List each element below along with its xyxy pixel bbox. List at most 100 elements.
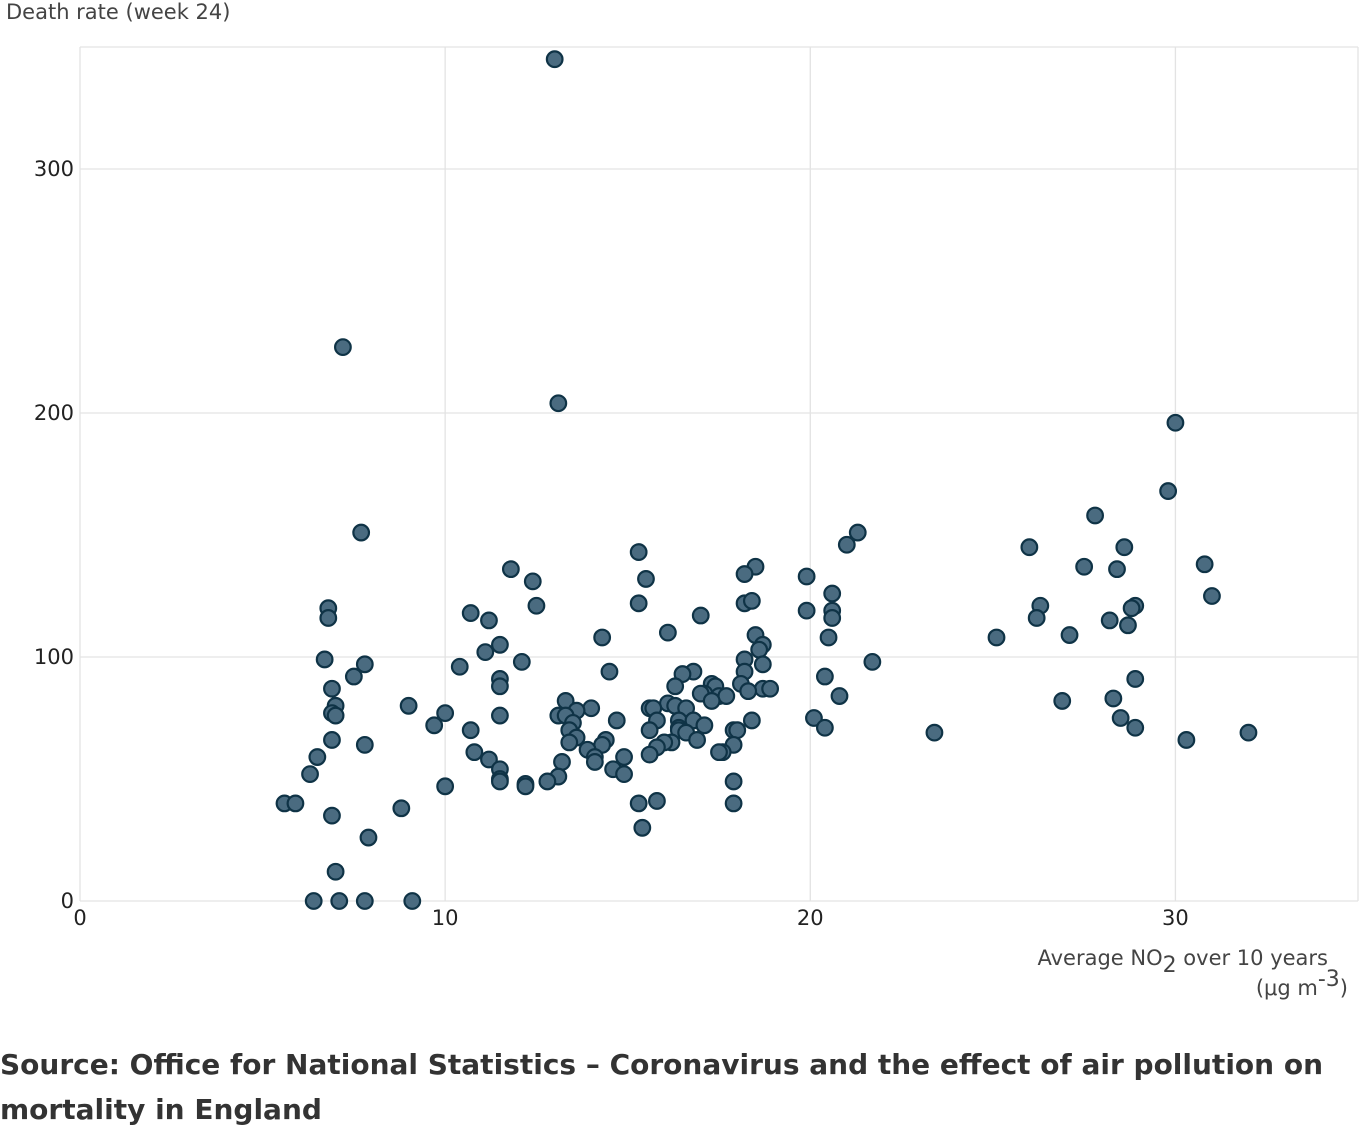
data-point (724, 772, 743, 791)
data-point (629, 594, 648, 613)
x-tick-label: 0 (73, 906, 86, 930)
data-point (392, 799, 411, 818)
data-point (797, 601, 816, 620)
data-point (352, 523, 371, 542)
data-point (523, 572, 542, 591)
data-point (615, 765, 633, 784)
data-point (461, 721, 480, 740)
data-point (1020, 538, 1039, 557)
data-point (728, 721, 747, 740)
data-point (666, 677, 685, 696)
data-point (710, 743, 728, 762)
data-point (491, 635, 509, 654)
data-point (344, 667, 363, 686)
data-point (1126, 718, 1145, 737)
data-point (582, 699, 601, 718)
data-point (1115, 538, 1134, 557)
data-point (549, 394, 568, 413)
data-point (717, 687, 736, 705)
x-tick-label: 20 (797, 906, 824, 930)
data-point (516, 777, 535, 796)
data-point (323, 806, 341, 825)
data-point (987, 628, 1006, 647)
x-tick-label: 10 (432, 906, 459, 930)
data-point (1060, 626, 1079, 644)
data-points (275, 50, 1258, 910)
data-point (334, 338, 352, 357)
y-tick-labels: 0 100 200 300 (34, 157, 74, 913)
x-axis-title-rest: over 10 years (1177, 946, 1328, 970)
y-tick-label: 100 (34, 645, 74, 669)
data-point (823, 609, 842, 627)
data-point (436, 704, 455, 723)
x-axis-unit-close: ) (1340, 976, 1348, 1000)
data-point (691, 606, 710, 625)
data-point (1111, 709, 1130, 727)
data-point (450, 657, 469, 676)
data-point (797, 567, 816, 586)
data-point (658, 623, 677, 642)
x-axis-unit: (μg m-3) (1256, 967, 1348, 1000)
data-point (560, 733, 579, 752)
data-point (761, 679, 780, 698)
data-point (476, 643, 495, 662)
data-point (461, 604, 480, 622)
data-point (735, 565, 754, 583)
source-note: Source: Office for National Statistics –… (0, 1048, 1323, 1126)
data-point (585, 753, 604, 771)
x-axis-unit-open: (μg m (1256, 976, 1318, 1000)
data-point (323, 679, 341, 698)
data-point (355, 735, 374, 754)
data-point (359, 828, 378, 847)
data-point (640, 745, 659, 764)
data-point (1108, 560, 1126, 579)
data-point (403, 892, 422, 910)
data-point (702, 692, 721, 710)
data-point (308, 748, 327, 766)
data-point (1027, 609, 1046, 627)
x-tick-labels: 0 10 20 30 (73, 906, 1188, 930)
data-point (304, 892, 323, 910)
data-point (480, 750, 498, 769)
data-point (319, 609, 338, 627)
x-tick-label: 30 (1162, 906, 1189, 930)
data-point (1166, 413, 1185, 432)
y-tick-label: 300 (34, 157, 74, 181)
x-axis-title-subscript: 2 (1163, 953, 1177, 978)
data-point (640, 721, 659, 740)
data-point (1159, 482, 1178, 500)
data-point (593, 628, 612, 647)
data-point (925, 723, 944, 742)
data-point (326, 862, 345, 881)
data-point (629, 543, 648, 561)
y-tick-label: 200 (34, 401, 74, 425)
x-axis-unit-superscript: -3 (1318, 967, 1340, 992)
data-point (1239, 723, 1258, 742)
x-gridlines (79, 47, 1359, 901)
data-point (863, 652, 882, 671)
data-point (1075, 557, 1094, 576)
data-point (355, 892, 374, 910)
data-point (1100, 611, 1119, 630)
data-point (629, 794, 648, 813)
data-point (436, 777, 455, 796)
y-gridlines (80, 46, 1358, 902)
data-point (553, 753, 571, 771)
data-point (1104, 689, 1123, 708)
data-point (637, 570, 655, 588)
data-point (750, 640, 769, 659)
y-axis-title: Death rate (week 24) (6, 0, 230, 24)
data-point (1195, 555, 1214, 574)
data-point (600, 662, 619, 681)
data-point (545, 50, 564, 69)
data-point (837, 535, 856, 554)
data-point (753, 655, 772, 674)
data-point (301, 765, 319, 784)
data-point (1119, 616, 1137, 635)
data-point (501, 560, 520, 579)
data-point (688, 731, 706, 749)
data-point (805, 709, 823, 727)
x-axis-title-main: Average NO (1037, 946, 1162, 970)
x-axis-title: Average NO2 over 10 years (1037, 946, 1328, 978)
